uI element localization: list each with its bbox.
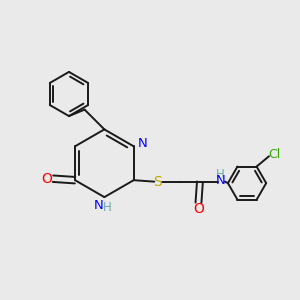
Text: N: N <box>216 174 225 187</box>
Text: O: O <box>193 202 204 216</box>
Text: H: H <box>216 168 225 181</box>
Text: Cl: Cl <box>268 148 280 161</box>
Text: S: S <box>154 175 162 189</box>
Text: N: N <box>94 199 104 212</box>
Text: H: H <box>103 201 112 214</box>
Text: O: O <box>41 172 52 186</box>
Text: N: N <box>138 137 148 151</box>
